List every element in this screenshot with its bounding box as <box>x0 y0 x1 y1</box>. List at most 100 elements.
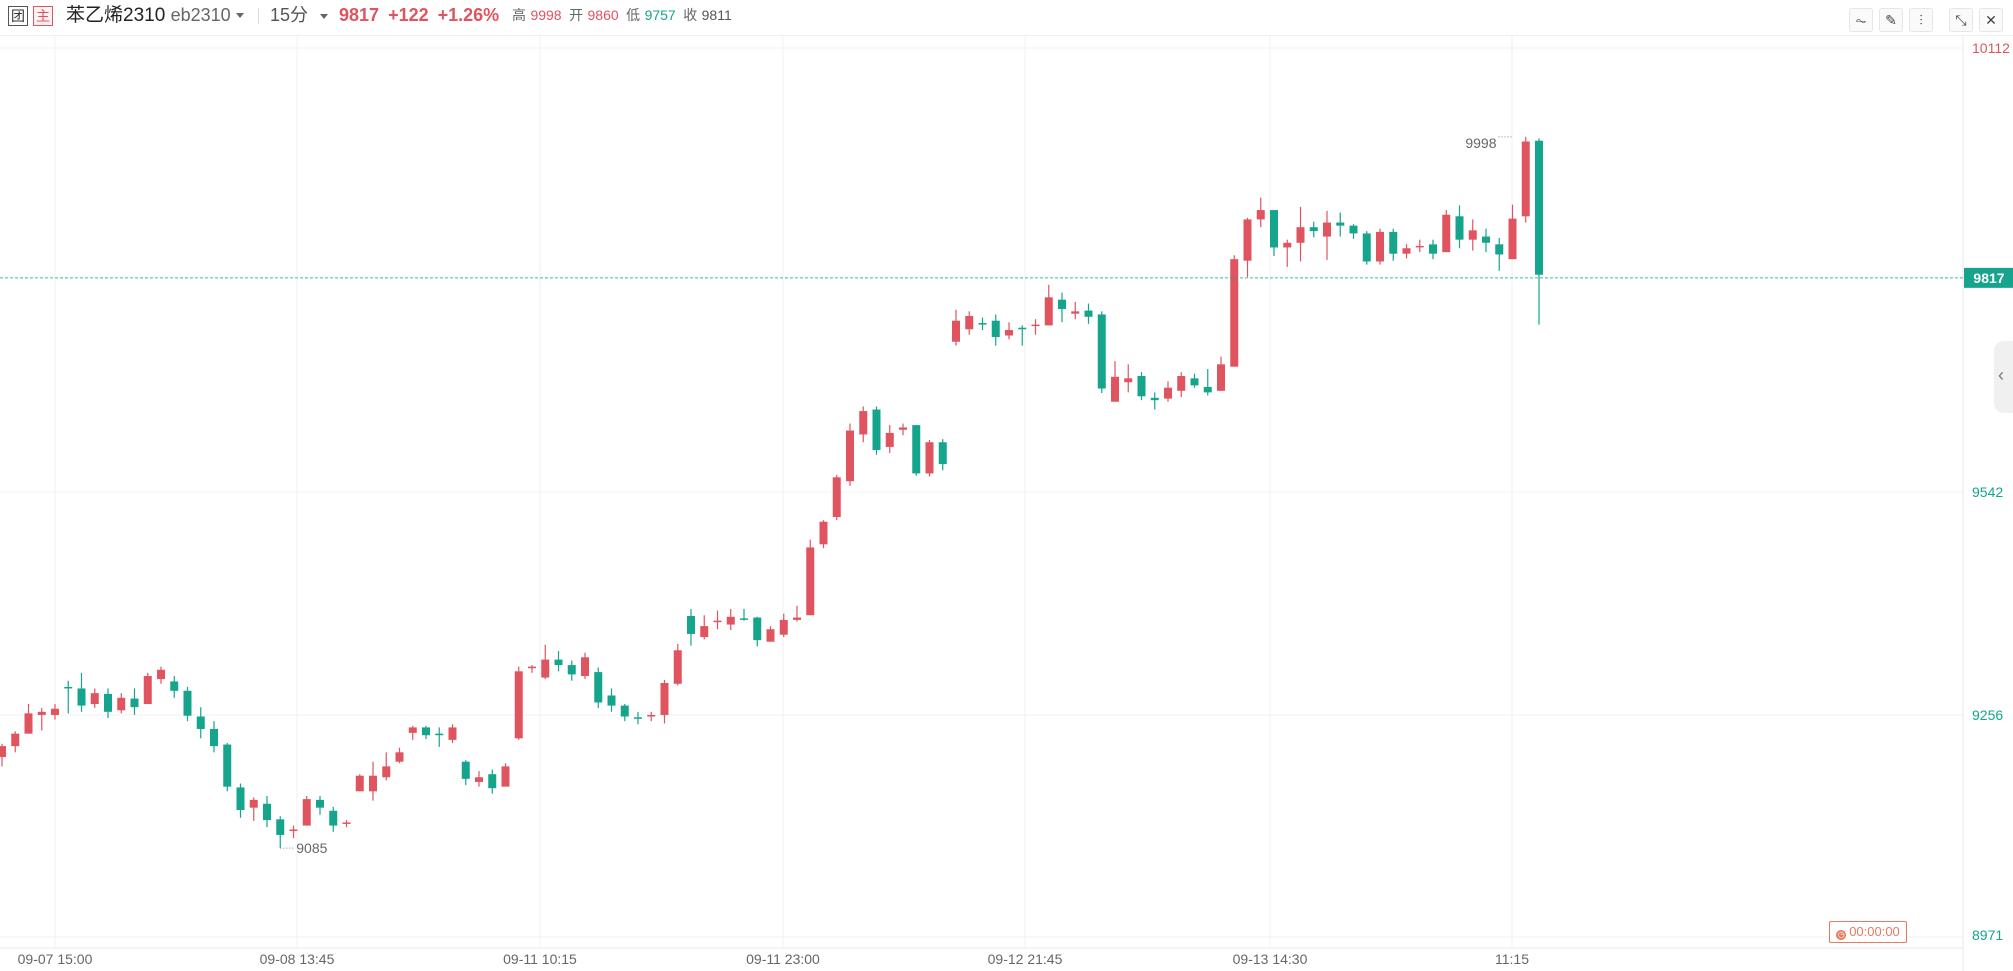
group-tag[interactable]: 团 <box>8 6 28 26</box>
contract-name: 苯乙烯2310 <box>66 5 166 26</box>
candle-body <box>1084 310 1093 317</box>
candle-body <box>952 320 960 342</box>
candle-body <box>806 547 815 616</box>
x-tick-label: 09-13 14:30 <box>1233 951 1308 967</box>
line-tool-icon[interactable]: ⏦ <box>1849 8 1873 32</box>
candle-body <box>753 617 762 641</box>
candle-body <box>302 799 311 826</box>
candle-body <box>395 752 404 762</box>
candle-body <box>342 822 351 824</box>
candle-body <box>1164 387 1172 399</box>
candle-body <box>1203 386 1212 393</box>
candle-body <box>1230 259 1239 367</box>
main-contract-tag[interactable]: 主 <box>33 6 53 26</box>
x-tick-label: 09-11 10:15 <box>503 951 577 967</box>
candle-body <box>766 629 775 642</box>
candle-body <box>1124 378 1133 383</box>
candle-body <box>740 618 748 620</box>
candle-body <box>1217 364 1225 391</box>
divider <box>258 8 259 24</box>
candle-body <box>422 727 430 736</box>
price-change-pct: +1.26% <box>437 5 500 25</box>
candle-body <box>713 620 722 623</box>
close-icon[interactable]: ✕ <box>1979 8 2003 32</box>
candle-body <box>1323 222 1331 237</box>
candle-body <box>210 728 218 747</box>
side-panel-toggle[interactable]: ‹ <box>1994 341 2013 413</box>
candle-body <box>514 671 523 739</box>
candle-body <box>965 316 974 330</box>
x-tick-label: 09-11 23:00 <box>746 951 820 967</box>
candle-body <box>1137 376 1146 397</box>
candle-body <box>1256 210 1265 220</box>
candle-body <box>448 727 457 740</box>
chart-toolbar: 团 主 苯乙烯2310 eb2310 15分 9817 +122 +1.26% … <box>0 0 2013 36</box>
candle-body <box>1429 244 1437 254</box>
candle-body <box>859 411 868 435</box>
candle-body <box>1402 248 1411 254</box>
open-value: 9860 <box>587 7 619 23</box>
candle-body <box>382 766 391 778</box>
candle-body <box>581 657 589 676</box>
candle-body <box>846 430 854 482</box>
period-selector[interactable]: 15分 <box>270 0 329 30</box>
candle-body <box>1349 225 1358 234</box>
candle-body <box>700 626 709 638</box>
close-value: 9811 <box>701 7 732 23</box>
last-price-label: 9817 <box>1973 270 2004 286</box>
low-value: 9757 <box>644 7 676 23</box>
high-label: 高 <box>512 7 526 23</box>
candle-body <box>369 775 377 792</box>
y-tick-label: 9256 <box>1972 707 2003 723</box>
timer-value: 00:00:00 <box>1849 924 1900 939</box>
candle-body <box>1508 218 1517 260</box>
candlestick-icon[interactable]: ⫶ <box>1909 8 1933 32</box>
candle-body <box>1018 327 1027 330</box>
contract-selector[interactable]: 苯乙烯2310 eb2310 <box>66 0 244 30</box>
candle-body <box>1111 376 1119 402</box>
candle-body <box>170 681 179 691</box>
candle-body <box>223 744 232 787</box>
candle-body <box>1044 297 1053 326</box>
collapse-icon[interactable]: ⤡ <box>1949 8 1973 32</box>
candle-body <box>355 775 364 792</box>
candle-body <box>90 693 99 705</box>
candle-body <box>183 690 192 716</box>
candle-body <box>620 705 629 717</box>
candle-body <box>289 829 298 831</box>
candle-body <box>567 665 576 675</box>
candle-body <box>1071 311 1080 314</box>
candle-body <box>912 425 921 474</box>
candle-body <box>276 819 285 835</box>
candle-body <box>1058 299 1066 310</box>
candle-body <box>607 695 616 706</box>
clock-icon: ◷ <box>1836 930 1847 940</box>
last-price: 9817 <box>339 5 380 25</box>
candle-body <box>329 810 338 826</box>
candle-body <box>1362 233 1371 262</box>
period-label: 15分 <box>270 5 309 25</box>
candle-body <box>1031 324 1040 327</box>
candle-body <box>938 442 947 465</box>
close-label: 收 <box>683 7 698 23</box>
candle-body <box>1482 236 1490 243</box>
candle-body <box>832 477 841 518</box>
pencil-icon[interactable]: ✎ <box>1879 8 1903 32</box>
candle-body <box>634 717 642 719</box>
candle-body <box>899 427 907 430</box>
price-change: +122 <box>388 5 429 25</box>
price-summary: 9817 +122 +1.26% <box>339 0 499 30</box>
high-value: 9998 <box>530 7 562 23</box>
candle-body <box>872 409 881 451</box>
candle-body <box>263 803 271 821</box>
candle-body <box>0 746 6 758</box>
candle-body <box>1309 227 1318 232</box>
candle-body <box>1415 245 1424 248</box>
contract-code: eb2310 <box>170 5 231 25</box>
candle-body <box>687 615 695 634</box>
candle-body <box>660 683 669 715</box>
candle-body <box>885 432 894 447</box>
candle-body <box>1535 140 1543 275</box>
low-label: 低 <box>626 7 641 23</box>
